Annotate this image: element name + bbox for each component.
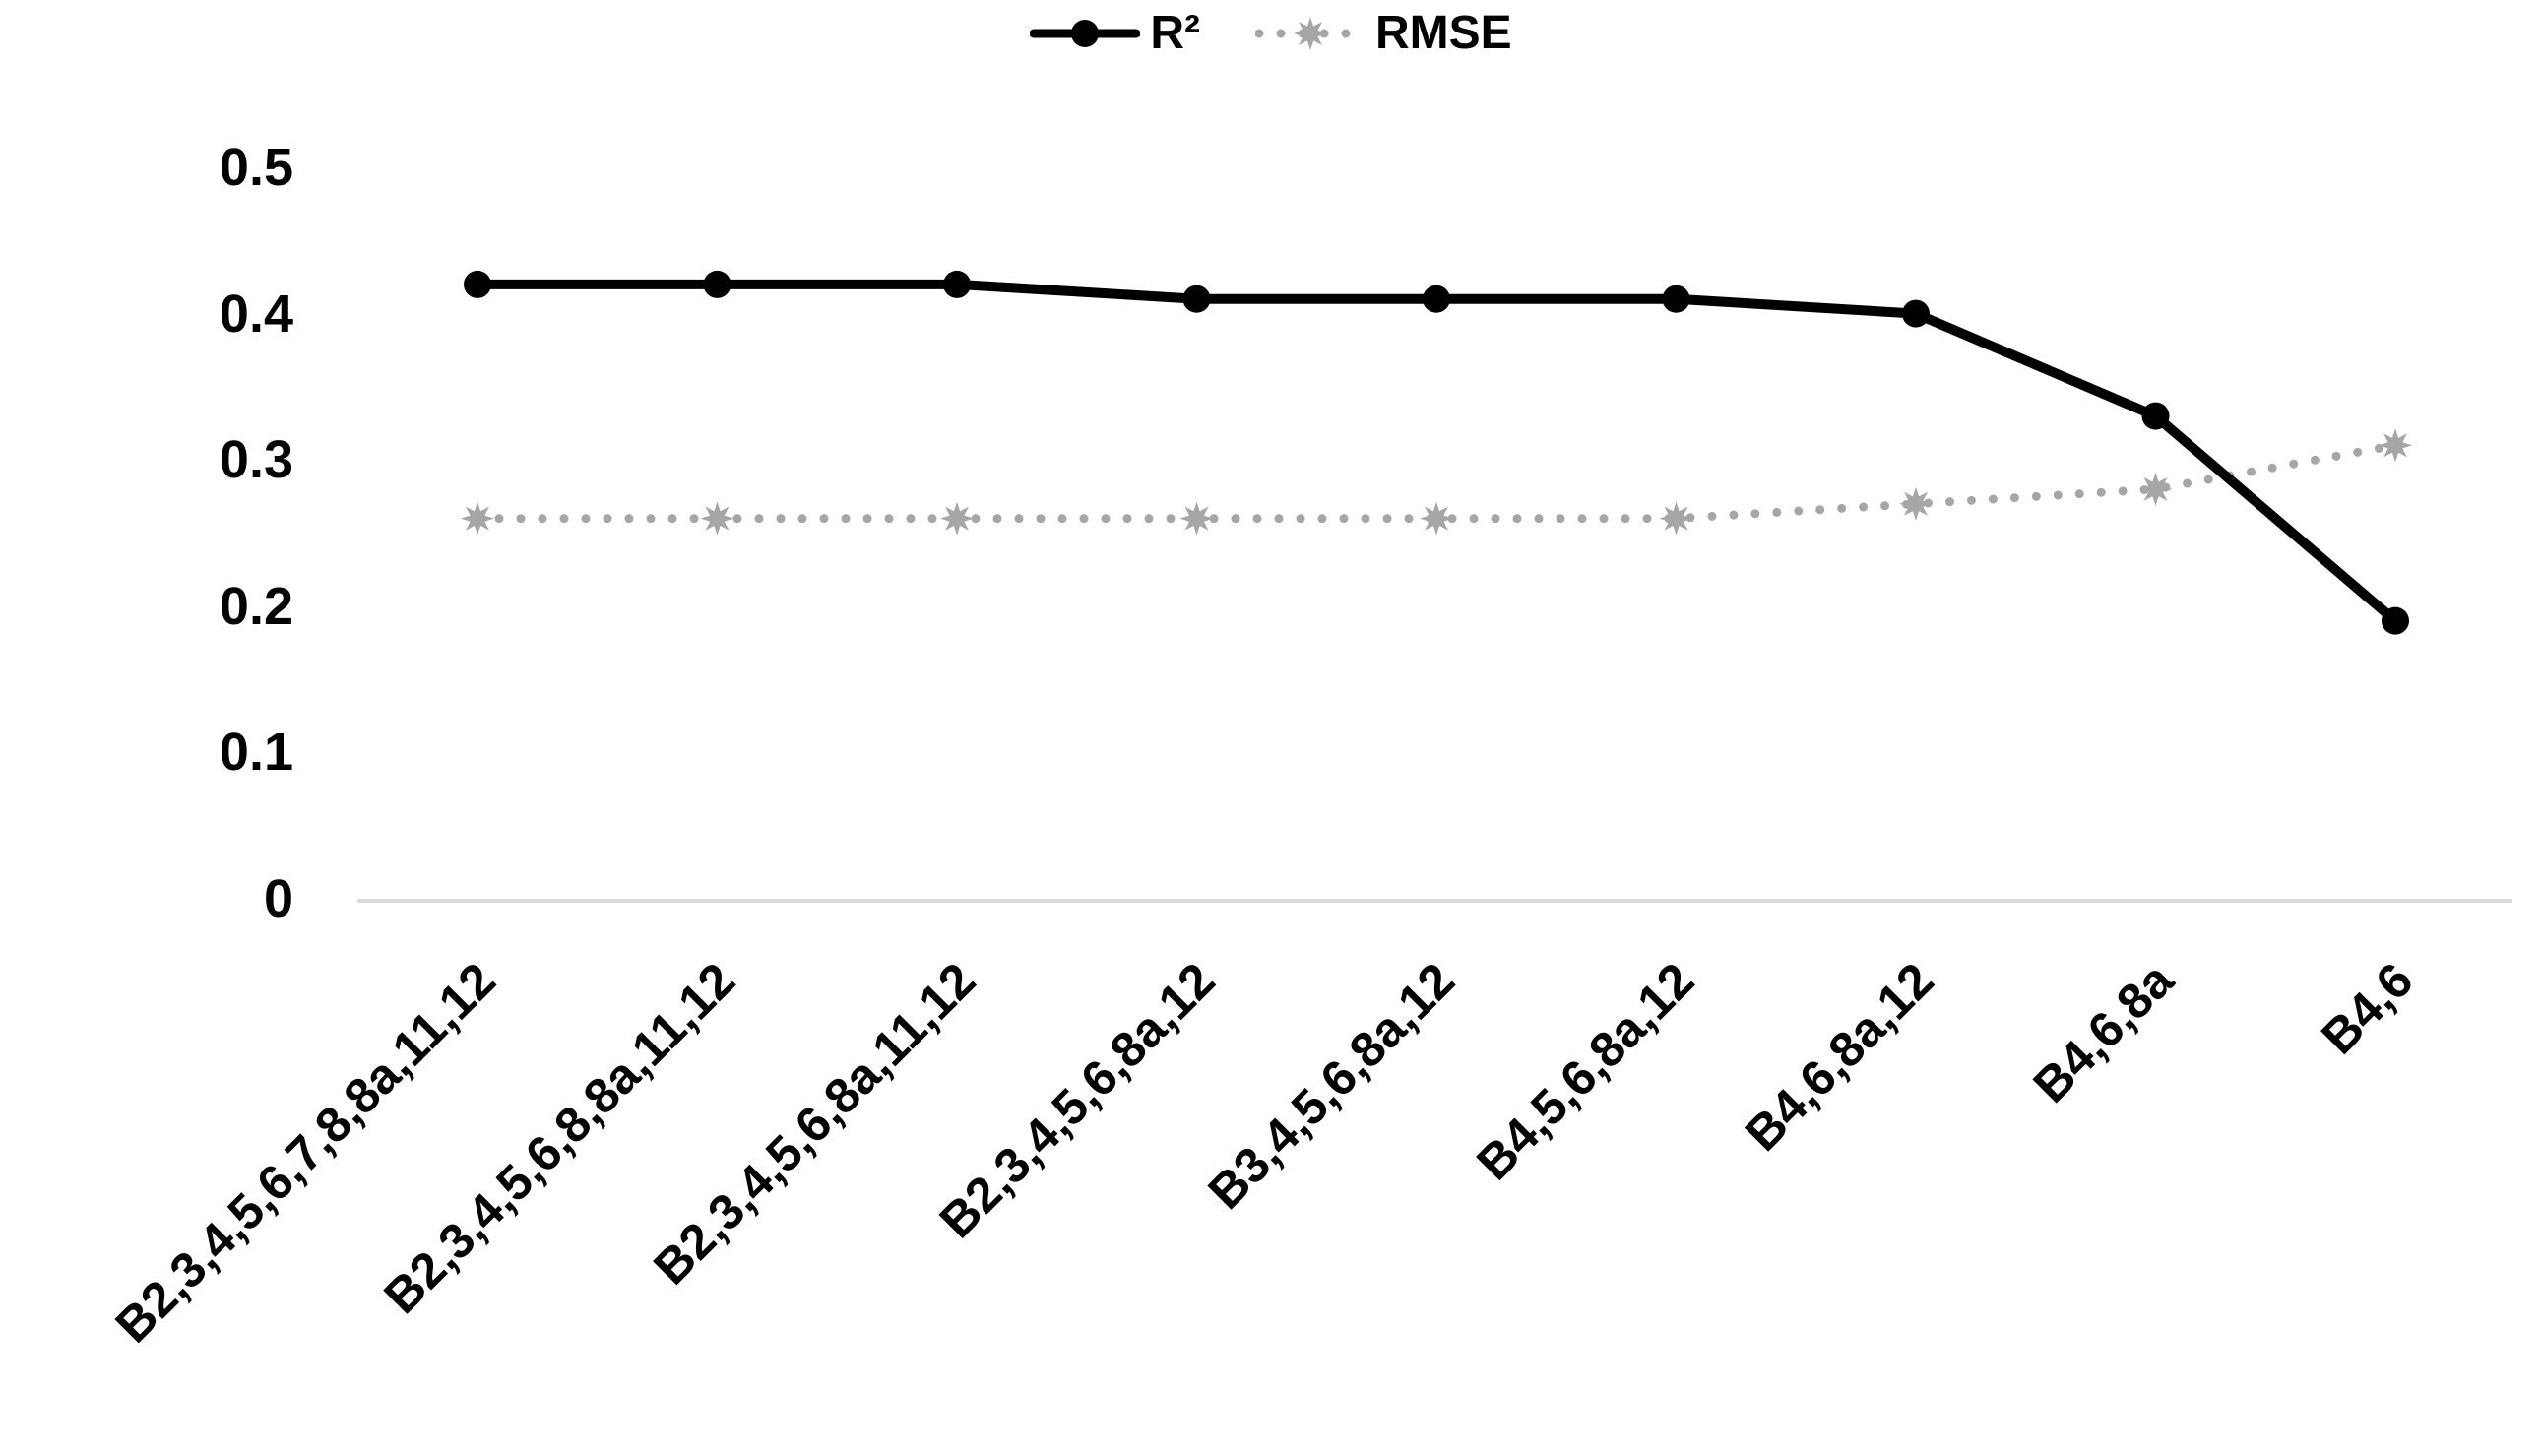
r2-data-point-marker (2382, 606, 2409, 635)
rmse-data-point-marker (1179, 501, 1214, 536)
rmse-data-point-marker (2379, 428, 2412, 463)
r2-data-point-marker (1423, 285, 1450, 313)
legend-item-r2: R² (1029, 7, 1200, 59)
r2-data-point-marker (1662, 285, 1690, 313)
rmse-swatch-svg (1254, 17, 1366, 50)
rmse-data-point-marker (461, 501, 494, 536)
y-tick-label: 0 (263, 869, 293, 928)
r2-data-point-marker (2141, 402, 2170, 430)
r2-series-line (473, 279, 2400, 626)
legend: R² RMSE (0, 8, 2542, 59)
r2-legend-label: R² (1150, 7, 1200, 59)
rmse-legend-marker-icon (1254, 12, 1366, 55)
r2-data-point-marker (1902, 299, 1930, 328)
r2-swatch-circle-icon (1071, 20, 1100, 47)
rmse-data-point-marker (940, 501, 974, 536)
rmse-series-line (473, 440, 2400, 524)
r2-swatch-svg (1029, 20, 1141, 47)
r2-data-point-marker (464, 270, 491, 298)
rmse-data-point-marker (1659, 501, 1693, 536)
rmse-data-point-marker (1899, 486, 1933, 521)
rmse-data-point-marker (2138, 472, 2173, 506)
r2-data-point-marker (1182, 285, 1211, 313)
rmse-data-point-marker (700, 501, 734, 536)
y-tick-label: 0.4 (219, 284, 293, 344)
legend-item-rmse: RMSE (1254, 7, 1512, 59)
y-tick-label: 0.3 (219, 430, 293, 490)
r2-data-point-marker (943, 270, 971, 298)
y-tick-label: 0.5 (219, 138, 293, 197)
rmse-swatch-star-icon (1293, 17, 1327, 50)
r2-data-point-marker (703, 270, 731, 298)
y-tick-label: 0.2 (219, 576, 293, 636)
rmse-legend-label: RMSE (1374, 7, 1512, 59)
r2-legend-marker-icon (1029, 12, 1141, 55)
rmse-data-point-marker (1420, 501, 1453, 536)
y-tick-label: 0.1 (219, 723, 293, 783)
